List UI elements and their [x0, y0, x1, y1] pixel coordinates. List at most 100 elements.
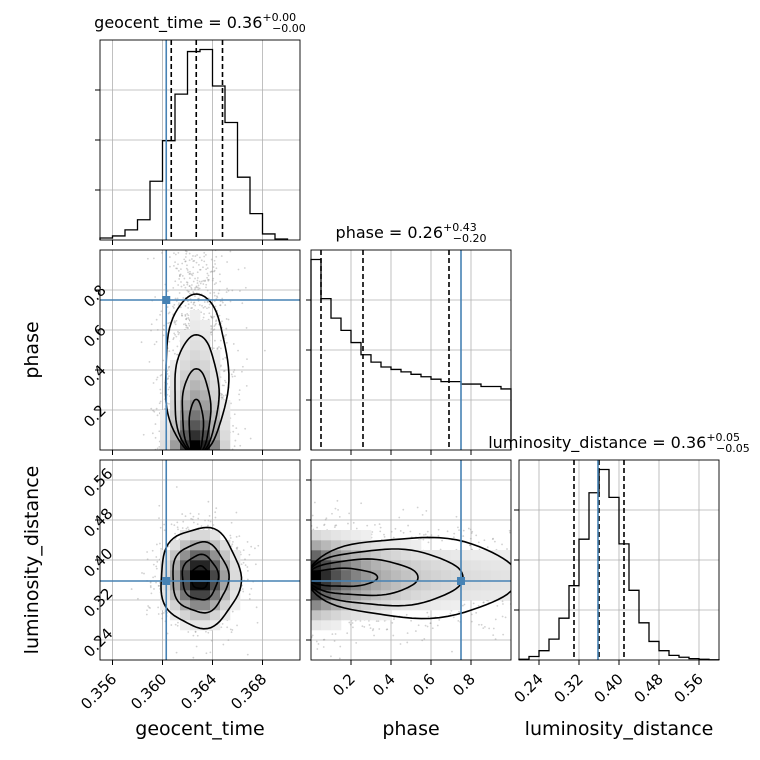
- sample-point: [186, 289, 189, 292]
- axes-border: [99, 249, 301, 451]
- sample-point: [373, 634, 375, 637]
- sample-point: [393, 618, 395, 621]
- sample-point: [238, 393, 240, 396]
- x-tick-label: 0.8: [449, 670, 479, 700]
- density-cell: [411, 540, 422, 551]
- sample-point: [455, 515, 458, 518]
- sample-point: [184, 305, 187, 307]
- sample-point: [215, 282, 217, 284]
- sample-point: [478, 623, 480, 626]
- sample-point: [146, 609, 148, 612]
- sample-point: [313, 501, 316, 504]
- sample-point: [174, 253, 177, 256]
- density-cell: [441, 570, 452, 581]
- sample-point: [469, 544, 472, 547]
- sample-point: [241, 302, 244, 305]
- sample-point: [190, 301, 193, 304]
- sample-point: [159, 400, 162, 403]
- sample-point: [168, 402, 170, 405]
- sample-point: [151, 432, 154, 435]
- sample-point: [502, 603, 504, 605]
- sample-point: [256, 621, 259, 624]
- density-cell: [351, 600, 362, 611]
- sample-point: [421, 639, 424, 642]
- sample-point: [242, 549, 245, 551]
- density-cell: [401, 570, 412, 581]
- density-cell: [200, 400, 211, 411]
- sample-point: [383, 619, 386, 622]
- sample-point: [169, 265, 171, 268]
- sample-point: [322, 638, 325, 641]
- sample-point: [185, 318, 187, 320]
- sample-point: [477, 604, 480, 607]
- sample-point: [224, 356, 227, 359]
- sample-point: [141, 572, 143, 574]
- sample-point: [156, 376, 159, 379]
- x-axis-label-luminosity_distance: luminosity_distance: [525, 718, 714, 740]
- sample-point: [414, 630, 417, 632]
- scatter-phase-luminosity_distance: 0.2 0.4 0.6 0.8: [306, 459, 512, 700]
- sample-point: [185, 250, 188, 253]
- sample-point: [351, 622, 354, 624]
- sample-point: [361, 625, 364, 628]
- sample-point: [210, 324, 212, 327]
- sample-point: [161, 612, 163, 615]
- density-cell: [190, 350, 201, 361]
- sample-point: [207, 278, 209, 281]
- sample-point: [170, 523, 173, 526]
- sample-point: [213, 294, 216, 297]
- sample-point: [477, 541, 480, 544]
- sample-point: [185, 324, 188, 327]
- density-cell: [401, 550, 412, 561]
- sample-point: [244, 558, 246, 561]
- density-cell: [200, 590, 211, 601]
- density-cell: [311, 560, 322, 571]
- sample-point: [195, 286, 198, 289]
- density-cell: [170, 560, 181, 571]
- histogram-geocent_time: geocent_time = 0.36+0.00 −0.00: [94, 11, 306, 245]
- contour-line: [311, 548, 464, 607]
- sample-point: [231, 375, 234, 378]
- sample-point: [463, 603, 466, 606]
- sample-point: [185, 317, 188, 320]
- sample-point: [192, 521, 195, 524]
- density-cell: [180, 420, 191, 431]
- sample-point: [227, 639, 230, 641]
- sample-point: [236, 548, 238, 550]
- sample-point: [222, 643, 225, 646]
- sample-point: [462, 535, 465, 537]
- sample-point: [225, 318, 228, 320]
- sample-point: [245, 385, 248, 387]
- sample-point: [209, 651, 212, 654]
- density-cell: [230, 580, 241, 591]
- sample-point: [501, 615, 504, 618]
- sample-point: [212, 266, 215, 268]
- sample-point: [172, 264, 175, 267]
- sample-point: [197, 286, 199, 289]
- density-cells: [311, 530, 511, 631]
- sample-point: [209, 520, 212, 523]
- sample-point: [367, 619, 370, 622]
- histogram-luminosity_distance: 0.24 0.32 0.40 0.48 0.56luminosity_distance …: [488, 431, 750, 706]
- sample-point: [180, 285, 183, 288]
- density-cell: [431, 560, 442, 571]
- sample-point: [130, 588, 133, 590]
- sample-point: [223, 335, 226, 338]
- density-cell: [200, 570, 211, 581]
- sample-point: [158, 402, 161, 405]
- sample-point: [424, 533, 427, 536]
- sample-point: [426, 530, 429, 533]
- x-tick-label: 0.4: [369, 670, 399, 700]
- sample-point: [177, 621, 179, 624]
- sample-point: [244, 427, 247, 430]
- density-cell: [361, 550, 372, 561]
- sample-point: [212, 277, 215, 280]
- density-cell: [311, 570, 322, 581]
- title-main: geocent_time = 0.36: [94, 13, 262, 33]
- density-cell: [311, 550, 322, 561]
- sample-point: [221, 297, 224, 300]
- sample-point: [192, 634, 195, 637]
- sample-point: [215, 322, 217, 325]
- sample-point: [246, 569, 249, 572]
- sample-point: [155, 407, 158, 410]
